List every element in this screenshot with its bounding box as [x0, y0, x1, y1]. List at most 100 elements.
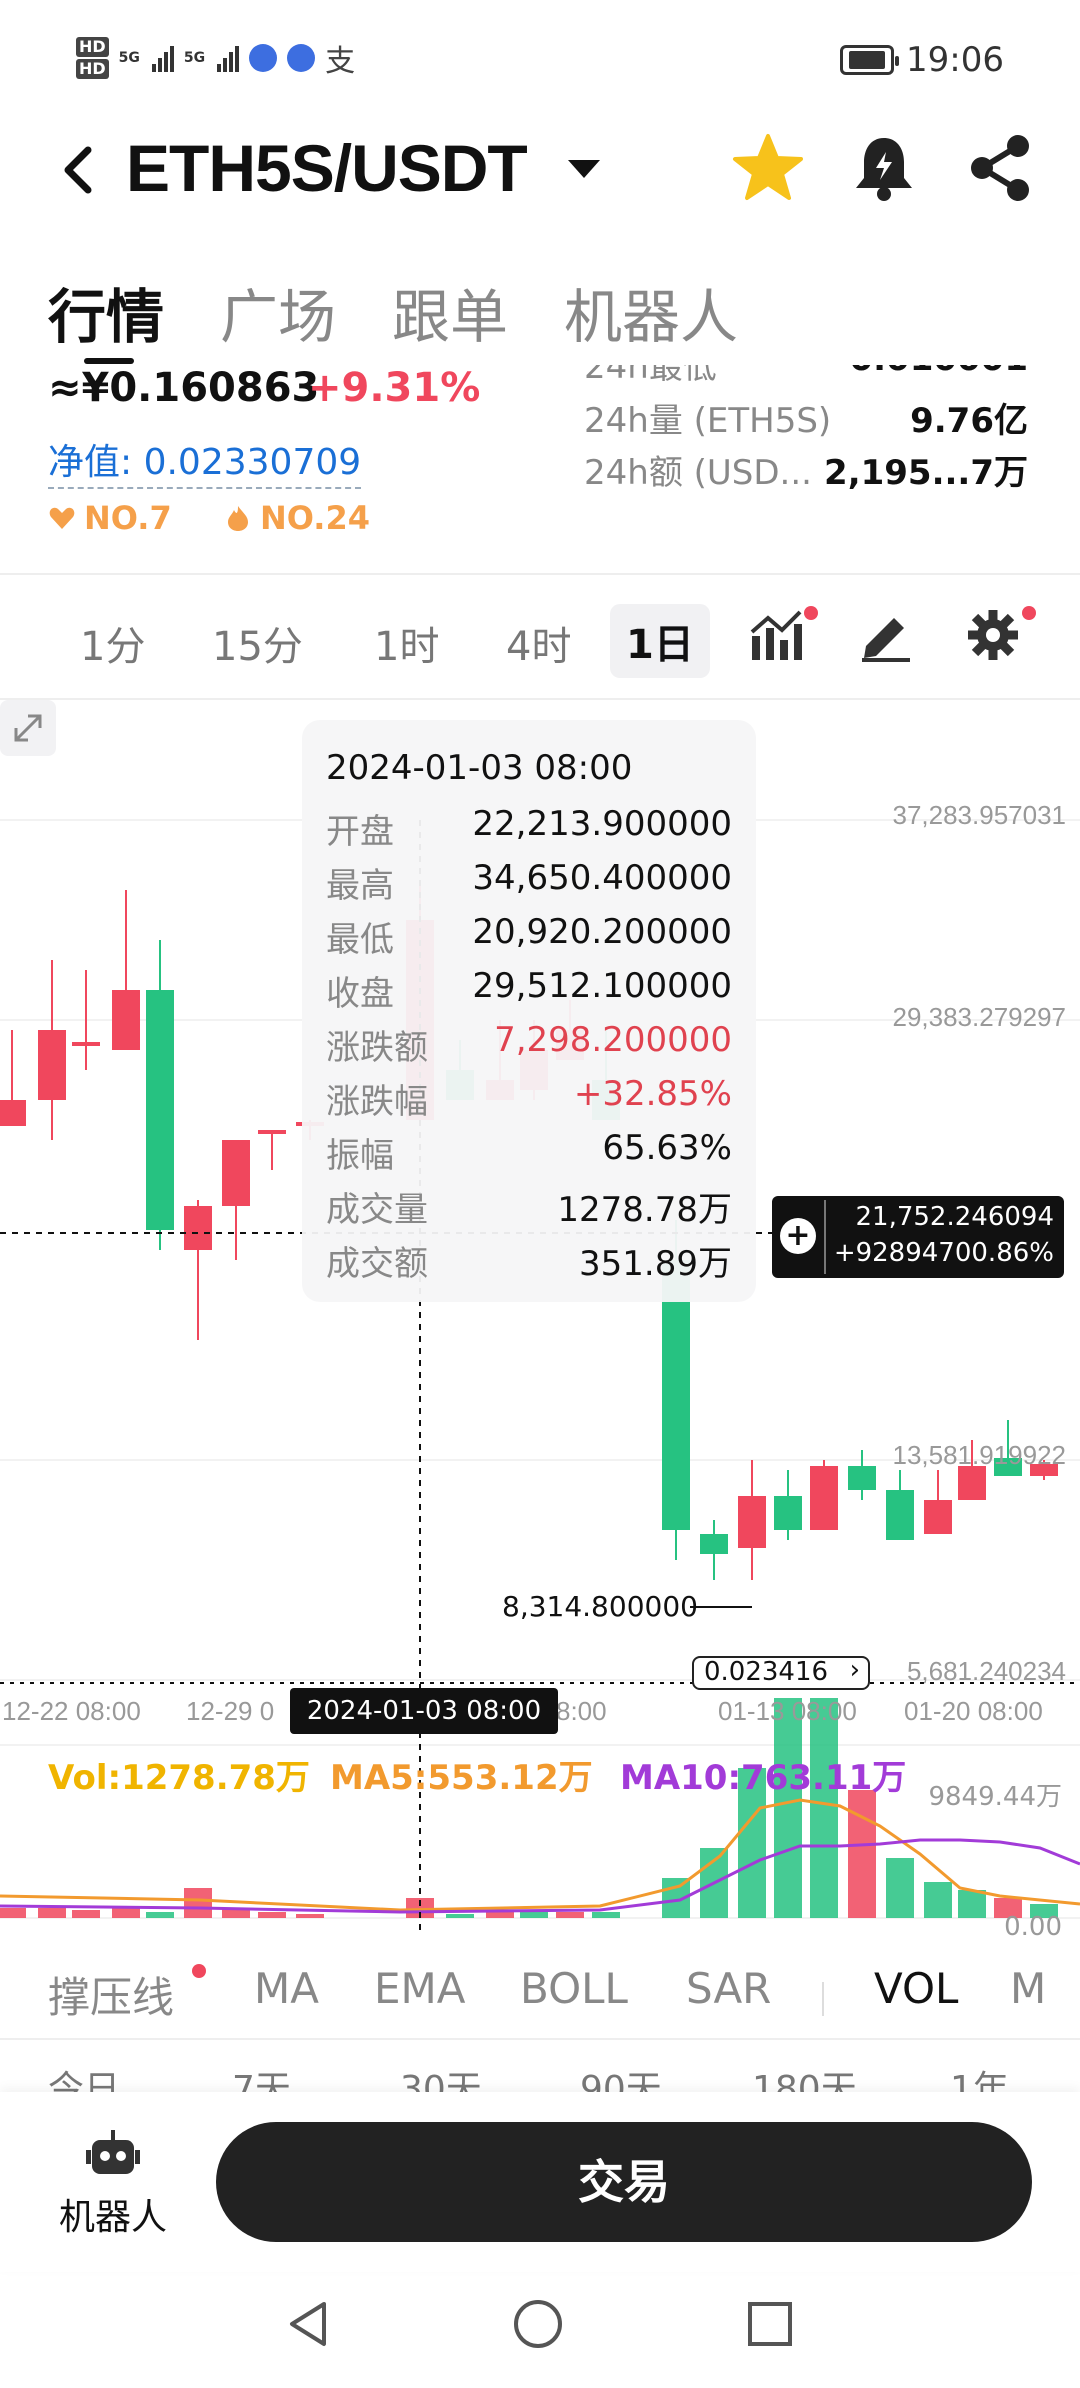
- hd1-label: HD: [76, 37, 109, 57]
- range-1y[interactable]: 1年: [950, 2069, 1009, 2096]
- candle-body: [810, 1466, 838, 1530]
- ma10-label: MA10:763.11万: [620, 1758, 907, 1798]
- tooltip-key: 开盘: [326, 812, 394, 852]
- rank-badge-2[interactable]: NO.24: [224, 499, 370, 537]
- interval-1m[interactable]: 1分: [80, 624, 146, 670]
- tooltip-row: 振幅 65.63%: [326, 1128, 732, 1180]
- indicator-vol[interactable]: VOL: [874, 1964, 959, 2013]
- indicator-sar[interactable]: SAR: [686, 1964, 772, 2013]
- stat-volume-label: 24h量 (ETH5S): [584, 401, 832, 441]
- bottom-action-bar: 机器人 交易: [0, 2092, 1080, 2272]
- interval-1d[interactable]: 1日: [610, 604, 710, 678]
- nav-home-icon[interactable]: [512, 2298, 564, 2350]
- trade-button[interactable]: 交易: [216, 2122, 1032, 2242]
- tooltip-key: 涨跌额: [326, 1028, 428, 1068]
- fullscreen-icon[interactable]: [0, 700, 56, 756]
- notification-dot: [804, 606, 818, 620]
- interval-4h[interactable]: 4时: [506, 624, 572, 670]
- share-icon[interactable]: [962, 130, 1038, 206]
- net-value[interactable]: 净值: 0.02330709: [48, 433, 362, 489]
- range-today[interactable]: 今日: [48, 2069, 121, 2096]
- notification-dot: [192, 1964, 206, 1978]
- crosshair-price-tag[interactable]: + 21,752.246094 +92894700.86%: [772, 1196, 1064, 1278]
- back-icon[interactable]: [50, 140, 110, 200]
- tab-square[interactable]: 广场: [220, 283, 337, 351]
- x-axis-label: 01-20 08:00: [904, 1696, 1043, 1726]
- candle-body: [1030, 1464, 1058, 1476]
- add-order-icon[interactable]: +: [780, 1218, 816, 1254]
- tab-robot[interactable]: 机器人: [564, 283, 739, 351]
- candle-body: [924, 1500, 952, 1534]
- indicator-more[interactable]: M: [1010, 1964, 1047, 2013]
- draw-pen-icon[interactable]: [856, 606, 914, 664]
- robot-button[interactable]: 机器人: [56, 2128, 170, 2248]
- settings-gear-icon[interactable]: [964, 606, 1022, 664]
- tooltip-value: +32.85%: [573, 1074, 732, 1114]
- candle-body: [848, 1466, 876, 1490]
- tooltip-value: 7,298.200000: [494, 1020, 732, 1060]
- range-30d[interactable]: 30天: [400, 2069, 482, 2096]
- volume-bar: [774, 1698, 802, 1918]
- tooltip-value: 34,650.400000: [472, 858, 732, 898]
- interval-1h[interactable]: 1时: [374, 624, 440, 670]
- last-price-box[interactable]: 0.023416 ›: [692, 1656, 870, 1690]
- indicator-ma[interactable]: MA: [254, 1964, 319, 2013]
- volume-bar: [848, 1790, 876, 1918]
- pair-title[interactable]: ETH5S/USDT: [126, 131, 528, 205]
- y-axis-label: 37,283.957031: [892, 800, 1066, 830]
- tab-market[interactable]: 行情: [48, 283, 165, 351]
- x-axis-label: 8:00: [556, 1696, 607, 1726]
- tooltip-key: 成交量: [326, 1190, 428, 1230]
- tooltip-value: 22,213.900000: [472, 804, 732, 844]
- low-price-marker: 8,314.800000: [502, 1590, 698, 1623]
- clock: 19:06: [906, 40, 1004, 80]
- alipay-icon: 支: [325, 44, 356, 79]
- volume-bar: [72, 1910, 100, 1918]
- crosshair-date: 2024-01-03 08:00: [290, 1688, 558, 1734]
- tooltip-value: 20,920.200000: [472, 912, 732, 952]
- tab-copy[interactable]: 跟单: [392, 283, 509, 351]
- ma5-label: MA5:553.12万: [330, 1758, 593, 1798]
- volume-bar: [592, 1912, 620, 1918]
- indicator-ema[interactable]: EMA: [374, 1964, 466, 2013]
- range-7d[interactable]: 7天: [232, 2069, 291, 2096]
- volume-bar: [112, 1908, 140, 1918]
- candlestick-chart[interactable]: 37,283.957031 29,383.279297 13,581.91992…: [0, 700, 1080, 1942]
- nav-recents-icon[interactable]: [744, 2298, 796, 2350]
- vol-zero-label: 0.00: [1004, 1912, 1062, 1942]
- caret-down-icon[interactable]: [568, 160, 600, 178]
- indicator-boll[interactable]: BOLL: [520, 1964, 628, 2013]
- candle-body: [700, 1534, 728, 1554]
- indicator-chart-icon[interactable]: [748, 606, 806, 664]
- volume-bar: [1030, 1904, 1058, 1918]
- robot-icon: [86, 2130, 140, 2174]
- tooltip-key: 涨跌幅: [326, 1082, 428, 1122]
- nav-back-icon[interactable]: [282, 2298, 334, 2350]
- divider: [822, 1982, 824, 2016]
- chart-canvas[interactable]: [0, 700, 1080, 1940]
- y-axis-label: 5,681.240234: [906, 1656, 1066, 1686]
- chevron-right-icon: ›: [849, 1655, 860, 1685]
- volume-bar: [924, 1882, 952, 1918]
- rank1-label: NO.7: [84, 499, 172, 537]
- main-tabs: 行情 广场 跟单 机器人: [0, 260, 1080, 370]
- candle-body: [72, 1042, 100, 1046]
- tooltip-key: 最高: [326, 866, 394, 906]
- interval-15m[interactable]: 15分: [212, 624, 303, 670]
- rank-badge-1[interactable]: NO.7: [48, 499, 172, 537]
- tooltip-value: 65.63%: [602, 1128, 732, 1168]
- tooltip-key: 振幅: [326, 1136, 394, 1176]
- indicator-support[interactable]: 撑压线: [48, 1973, 175, 2022]
- candle-tooltip: 2024-01-03 08:00 开盘 22,213.900000 最高 34,65…: [302, 720, 756, 1302]
- system-navigation: [0, 2272, 1080, 2388]
- range-180d[interactable]: 180天: [752, 2069, 857, 2096]
- candle-body: [958, 1466, 986, 1500]
- bell-icon[interactable]: [846, 130, 922, 206]
- star-icon[interactable]: [730, 130, 806, 206]
- range-90d[interactable]: 90天: [580, 2069, 662, 2096]
- vol-max-label: 9849.44万: [928, 1782, 1062, 1812]
- status-bar: HD HD 5G 5G 支 19:06: [0, 0, 1080, 120]
- signal-icon: [217, 44, 240, 72]
- volume-bar: [0, 1908, 26, 1918]
- volume-bar: [296, 1914, 324, 1918]
